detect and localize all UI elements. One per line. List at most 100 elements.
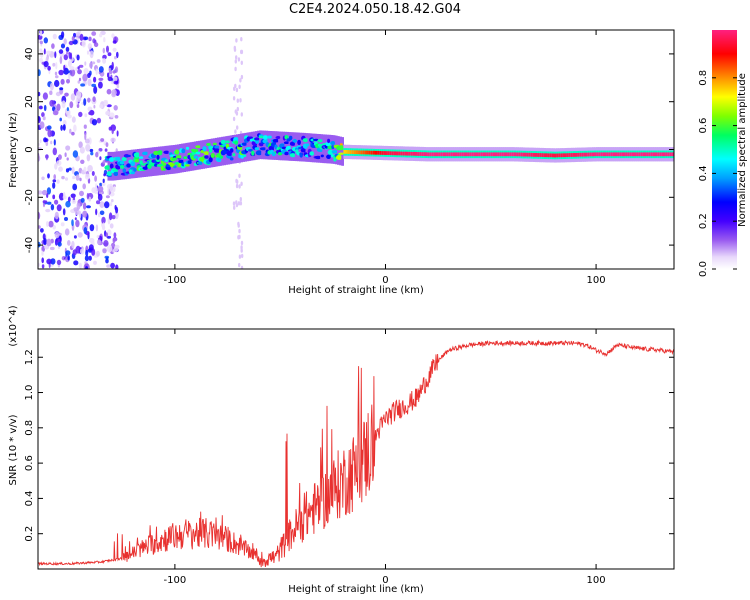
spectrogram-noise-mark — [234, 59, 237, 64]
spectrogram-noise-mark — [53, 174, 56, 180]
spectrogram-noise-mark — [70, 209, 75, 213]
spectrogram-noise-mark — [38, 116, 41, 123]
spectrogram-noise-mark — [112, 76, 118, 82]
spectrogram-noise-mark — [98, 213, 101, 218]
spectrogram-noise-mark — [78, 262, 82, 269]
spectrogram-noise-mark — [98, 148, 103, 152]
spectrogram-noise-mark — [98, 81, 103, 89]
spectrogram-noise-mark — [77, 69, 82, 75]
spectrogram-noise-mark — [42, 116, 46, 121]
spectrogram-ridge-cell — [242, 133, 245, 162]
spectrogram-noise-mark — [52, 33, 57, 40]
spectrogram-noise-mark — [102, 248, 107, 254]
spectrogram-ridge-cell — [343, 150, 347, 154]
spectrogram-noise-mark — [78, 141, 83, 149]
spectrogram-ridge-cell — [398, 151, 401, 156]
spectrogram-noise-mark — [95, 250, 100, 257]
spectrogram-noise-mark — [67, 114, 72, 119]
spectrogram-y-tick-label: -20 — [24, 189, 35, 205]
spectrogram-ridge-cell — [482, 152, 486, 157]
spectrogram-ridge-cell — [313, 133, 317, 163]
spectrogram-noise-mark — [114, 66, 119, 73]
spectrogram-ridge-cell — [214, 145, 220, 149]
spectrogram-noise-mark — [46, 238, 52, 247]
spectrogram-ridge-cell — [509, 152, 513, 157]
spectrogram-noise-mark — [238, 254, 242, 259]
spectrogram-noise-mark — [38, 225, 41, 229]
spectrogram-ridge-cell — [572, 153, 576, 157]
spectrogram-noise-mark — [235, 178, 238, 184]
spectrogram-noise-mark — [84, 255, 89, 262]
spectrogram-noise-mark — [67, 255, 70, 261]
spectrogram-noise-mark — [232, 96, 236, 101]
spectrogram-ridge-cell — [556, 153, 559, 158]
spectrogram-ridge-cell — [284, 131, 288, 161]
spectrogram-noise-mark — [112, 70, 116, 74]
spectrogram-noise-mark — [56, 160, 62, 166]
spectrogram-ridge-cell — [410, 151, 414, 156]
spectrogram-y-tick-label: 0 — [24, 146, 35, 152]
spectrogram-noise-mark — [46, 50, 52, 55]
spectrogram-ridge-cell — [134, 149, 138, 178]
spectrogram-ridge-cell — [545, 153, 549, 158]
spectrogram-ridge-cell — [126, 163, 131, 168]
spectrogram-noise-mark — [236, 106, 239, 112]
spectrogram-noise-mark — [79, 177, 82, 182]
spectrogram-noise-mark — [80, 197, 85, 203]
spectrogram-ridge-cell — [646, 152, 650, 157]
spectrogram-noise-mark — [66, 157, 69, 161]
spectrogram-ridge-cell — [297, 139, 301, 145]
spectrogram-ridge-cell — [187, 160, 192, 165]
spectrogram-ridge-cell — [539, 153, 542, 157]
spectrogram-noise-mark — [107, 187, 110, 196]
spectrogram-noise-mark — [104, 148, 108, 152]
spectrogram-noise-mark — [58, 49, 64, 54]
spectrogram-noise-mark — [111, 89, 117, 96]
spectrogram-noise-mark — [112, 47, 117, 52]
spectrogram-noise-mark — [73, 235, 77, 239]
spectrogram-noise-mark — [237, 201, 241, 206]
spectrogram-noise-mark — [83, 124, 87, 129]
spectrogram-ridge-cell — [234, 140, 238, 145]
spectrogram-noise-mark — [238, 262, 241, 268]
spectrogram-noise-mark — [89, 148, 94, 153]
spectrogram-ridge-cell — [427, 152, 431, 157]
spectrogram-noise-mark — [71, 219, 74, 227]
spectrogram-noise-mark — [66, 109, 71, 117]
spectrogram-ridge-cell — [195, 145, 202, 149]
spectrogram-ridge-cell — [173, 165, 177, 169]
spectrogram-noise-mark — [110, 262, 115, 269]
spectrogram-ridge-cell — [467, 152, 471, 157]
spectrogram-noise-mark — [111, 199, 114, 203]
spectrogram-noise-mark — [100, 138, 105, 142]
spectrogram-noise-mark — [88, 255, 92, 261]
spectrogram-noise-mark — [237, 57, 241, 62]
spectrogram-ridge-cell — [181, 143, 184, 173]
snr-x-tick-label: 0 — [382, 575, 388, 586]
spectrogram-noise-mark — [81, 39, 86, 48]
spectrogram-ridge-cell — [156, 154, 160, 160]
spectrogram-ridge-cell — [492, 152, 496, 157]
spectrogram-noise-mark — [58, 192, 65, 201]
spectrogram-noise-mark — [50, 204, 55, 211]
spectrogram-noise-mark — [99, 201, 105, 209]
spectrogram-noise-mark — [76, 201, 81, 210]
spectrogram-noise-mark — [76, 90, 82, 99]
spectrogram-ridge-cell — [250, 131, 254, 161]
spectrogram-ridge-cell — [197, 161, 203, 165]
spectrogram-noise-mark — [93, 42, 99, 48]
spectrogram-ridge-cell — [385, 151, 389, 155]
spectrogram-noise-mark — [103, 101, 109, 106]
spectrogram-noise-mark — [232, 201, 236, 206]
spectrogram-noise-mark — [235, 55, 238, 60]
chart-title: C2E4.2024.050.18.42.G04 — [288, 2, 462, 17]
spectrogram-ridge-cell — [210, 138, 214, 168]
snr-x-ticks: -100 0 100 — [164, 329, 606, 586]
spectrogram-ridge-cell — [130, 161, 136, 167]
spectrogram-ridge-cell — [425, 152, 429, 157]
spectrogram-noise-mark — [71, 36, 75, 42]
spectrogram-ridge-cell — [617, 152, 620, 157]
spectrogram-ridge-cell — [143, 148, 146, 177]
spectrogram-noise-mark — [114, 211, 119, 220]
spectrogram-noise-mark — [39, 40, 44, 45]
